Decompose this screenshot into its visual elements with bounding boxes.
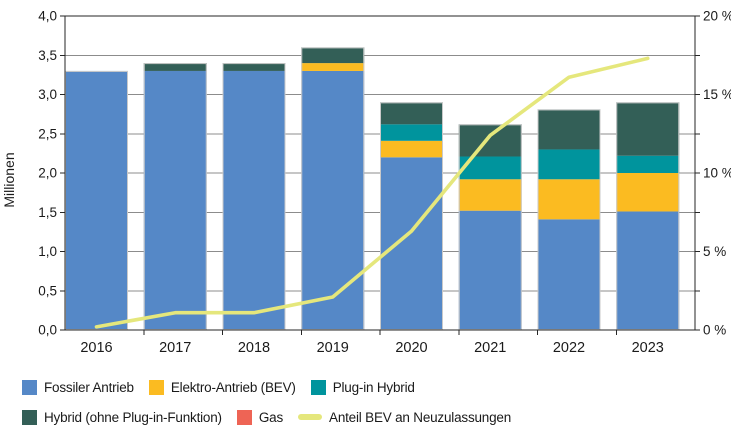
- legend-square-swatch-icon: [236, 409, 252, 425]
- bar-segment-2023: [616, 173, 680, 212]
- x-axis-year-label: 2019: [317, 340, 349, 356]
- bar-segment-2021: [458, 124, 522, 157]
- bar-segment-2020: [380, 102, 443, 125]
- legend-square-swatch-icon: [310, 379, 326, 395]
- left-axis-tick-label: 0,0: [38, 323, 57, 338]
- chart-legend: Fossiler Antrieb Elektro-Antrieb (BEV) Plu…: [0, 372, 731, 432]
- chart-plot: 0,0 0,5 1,0 1,5 2,0 2,5 3,0 3,5 4,0 0 % 5 % 10 % 15 …: [1, 9, 731, 357]
- bar-segment-2017: [143, 70, 207, 330]
- legend-square-swatch-icon: [148, 379, 164, 395]
- legend-item-bev-share: Anteil BEV an Neuzulassungen: [298, 410, 511, 425]
- legend-item-series-2: Plug-in Hybrid: [310, 379, 415, 395]
- bar-segment-2019: [301, 70, 365, 330]
- bar-segment-2022: [537, 149, 601, 180]
- x-axis-year-label: 2022: [553, 340, 585, 356]
- legend-label: Fossiler Antrieb: [44, 379, 134, 395]
- bar-segment-2019: [301, 63, 365, 71]
- x-axis-year-label: 2018: [238, 340, 270, 356]
- bar-segment-2022: [537, 179, 601, 220]
- legend-item-series-0: Fossiler Antrieb: [22, 379, 134, 395]
- left-axis-tick-label: 3,0: [38, 87, 57, 102]
- bar-segment-2018: [222, 70, 286, 330]
- left-axis-tick-label: 2,5: [38, 126, 57, 141]
- bar-segment-2018: [222, 63, 286, 71]
- legend-label: Anteil BEV an Neuzulassungen: [329, 409, 512, 425]
- bar-segment-2021: [458, 210, 522, 330]
- left-axis-tick-label: 4,0: [38, 9, 57, 24]
- bev-share-line: [94, 56, 650, 329]
- legend-label: Elektro-Antrieb (BEV): [170, 379, 296, 395]
- legend-item-series-1: Elektro-Antrieb (BEV): [148, 379, 296, 395]
- bar-segment-2022: [537, 109, 601, 150]
- bar-segment-2023: [616, 211, 680, 330]
- bar-segment-2021: [458, 179, 522, 211]
- left-axis-tick-label: 0,5: [38, 283, 57, 298]
- legend-label: Hybrid (ohne Plug-in-Funktion): [44, 409, 222, 425]
- legend-item-series-4: Gas: [236, 409, 284, 425]
- bar-segment-2022: [537, 219, 601, 330]
- legend-row: Fossiler Antrieb Elektro-Antrieb (BEV) Plu…: [0, 372, 731, 402]
- left-axis-tick-label: 2,0: [38, 166, 57, 181]
- bar-segment-2020: [380, 124, 443, 141]
- bar-segment-2020: [380, 157, 443, 330]
- bar-segment-2019: [301, 47, 365, 64]
- bar-segment-2020: [380, 140, 443, 158]
- left-axis-tick-label: 1,5: [38, 205, 57, 220]
- bar-segment-2021: [458, 156, 522, 180]
- right-axis-tick-label: 15 %: [703, 87, 731, 102]
- y-axis-title: Millionen: [1, 152, 17, 207]
- legend-square-swatch-icon: [22, 379, 37, 395]
- bar-segment-2016: [65, 70, 128, 330]
- legend-label: Gas: [258, 409, 284, 425]
- left-axis-tick-label: 1,0: [38, 244, 57, 259]
- legend-square-swatch-icon: [22, 409, 37, 425]
- x-axis-year-label: 2020: [395, 340, 427, 356]
- legend-item-series-3: Hybrid (ohne Plug-in-Funktion): [22, 409, 222, 425]
- bar-segment-2017: [143, 63, 207, 71]
- x-axis-year-label: 2021: [474, 340, 506, 356]
- legend-row: Hybrid (ohne Plug-in-Funktion) Gas Anteil …: [0, 402, 731, 432]
- legend-label: Plug-in Hybrid: [332, 379, 415, 395]
- legend-line-swatch-icon: [298, 414, 323, 420]
- x-axis-year-label: 2016: [80, 340, 112, 356]
- right-axis-tick-label: 20 %: [703, 9, 731, 24]
- right-axis-tick-label: 10 %: [703, 166, 731, 181]
- left-axis-tick-label: 3,5: [38, 48, 57, 63]
- x-axis-year-label: 2017: [159, 340, 191, 356]
- x-axis-year-label: 2023: [632, 340, 664, 356]
- bar-segment-2023: [616, 102, 680, 156]
- right-axis-tick-label: 5 %: [703, 244, 726, 259]
- right-axis-tick-label: 0 %: [703, 323, 726, 338]
- bar-segment-2023: [616, 155, 680, 173]
